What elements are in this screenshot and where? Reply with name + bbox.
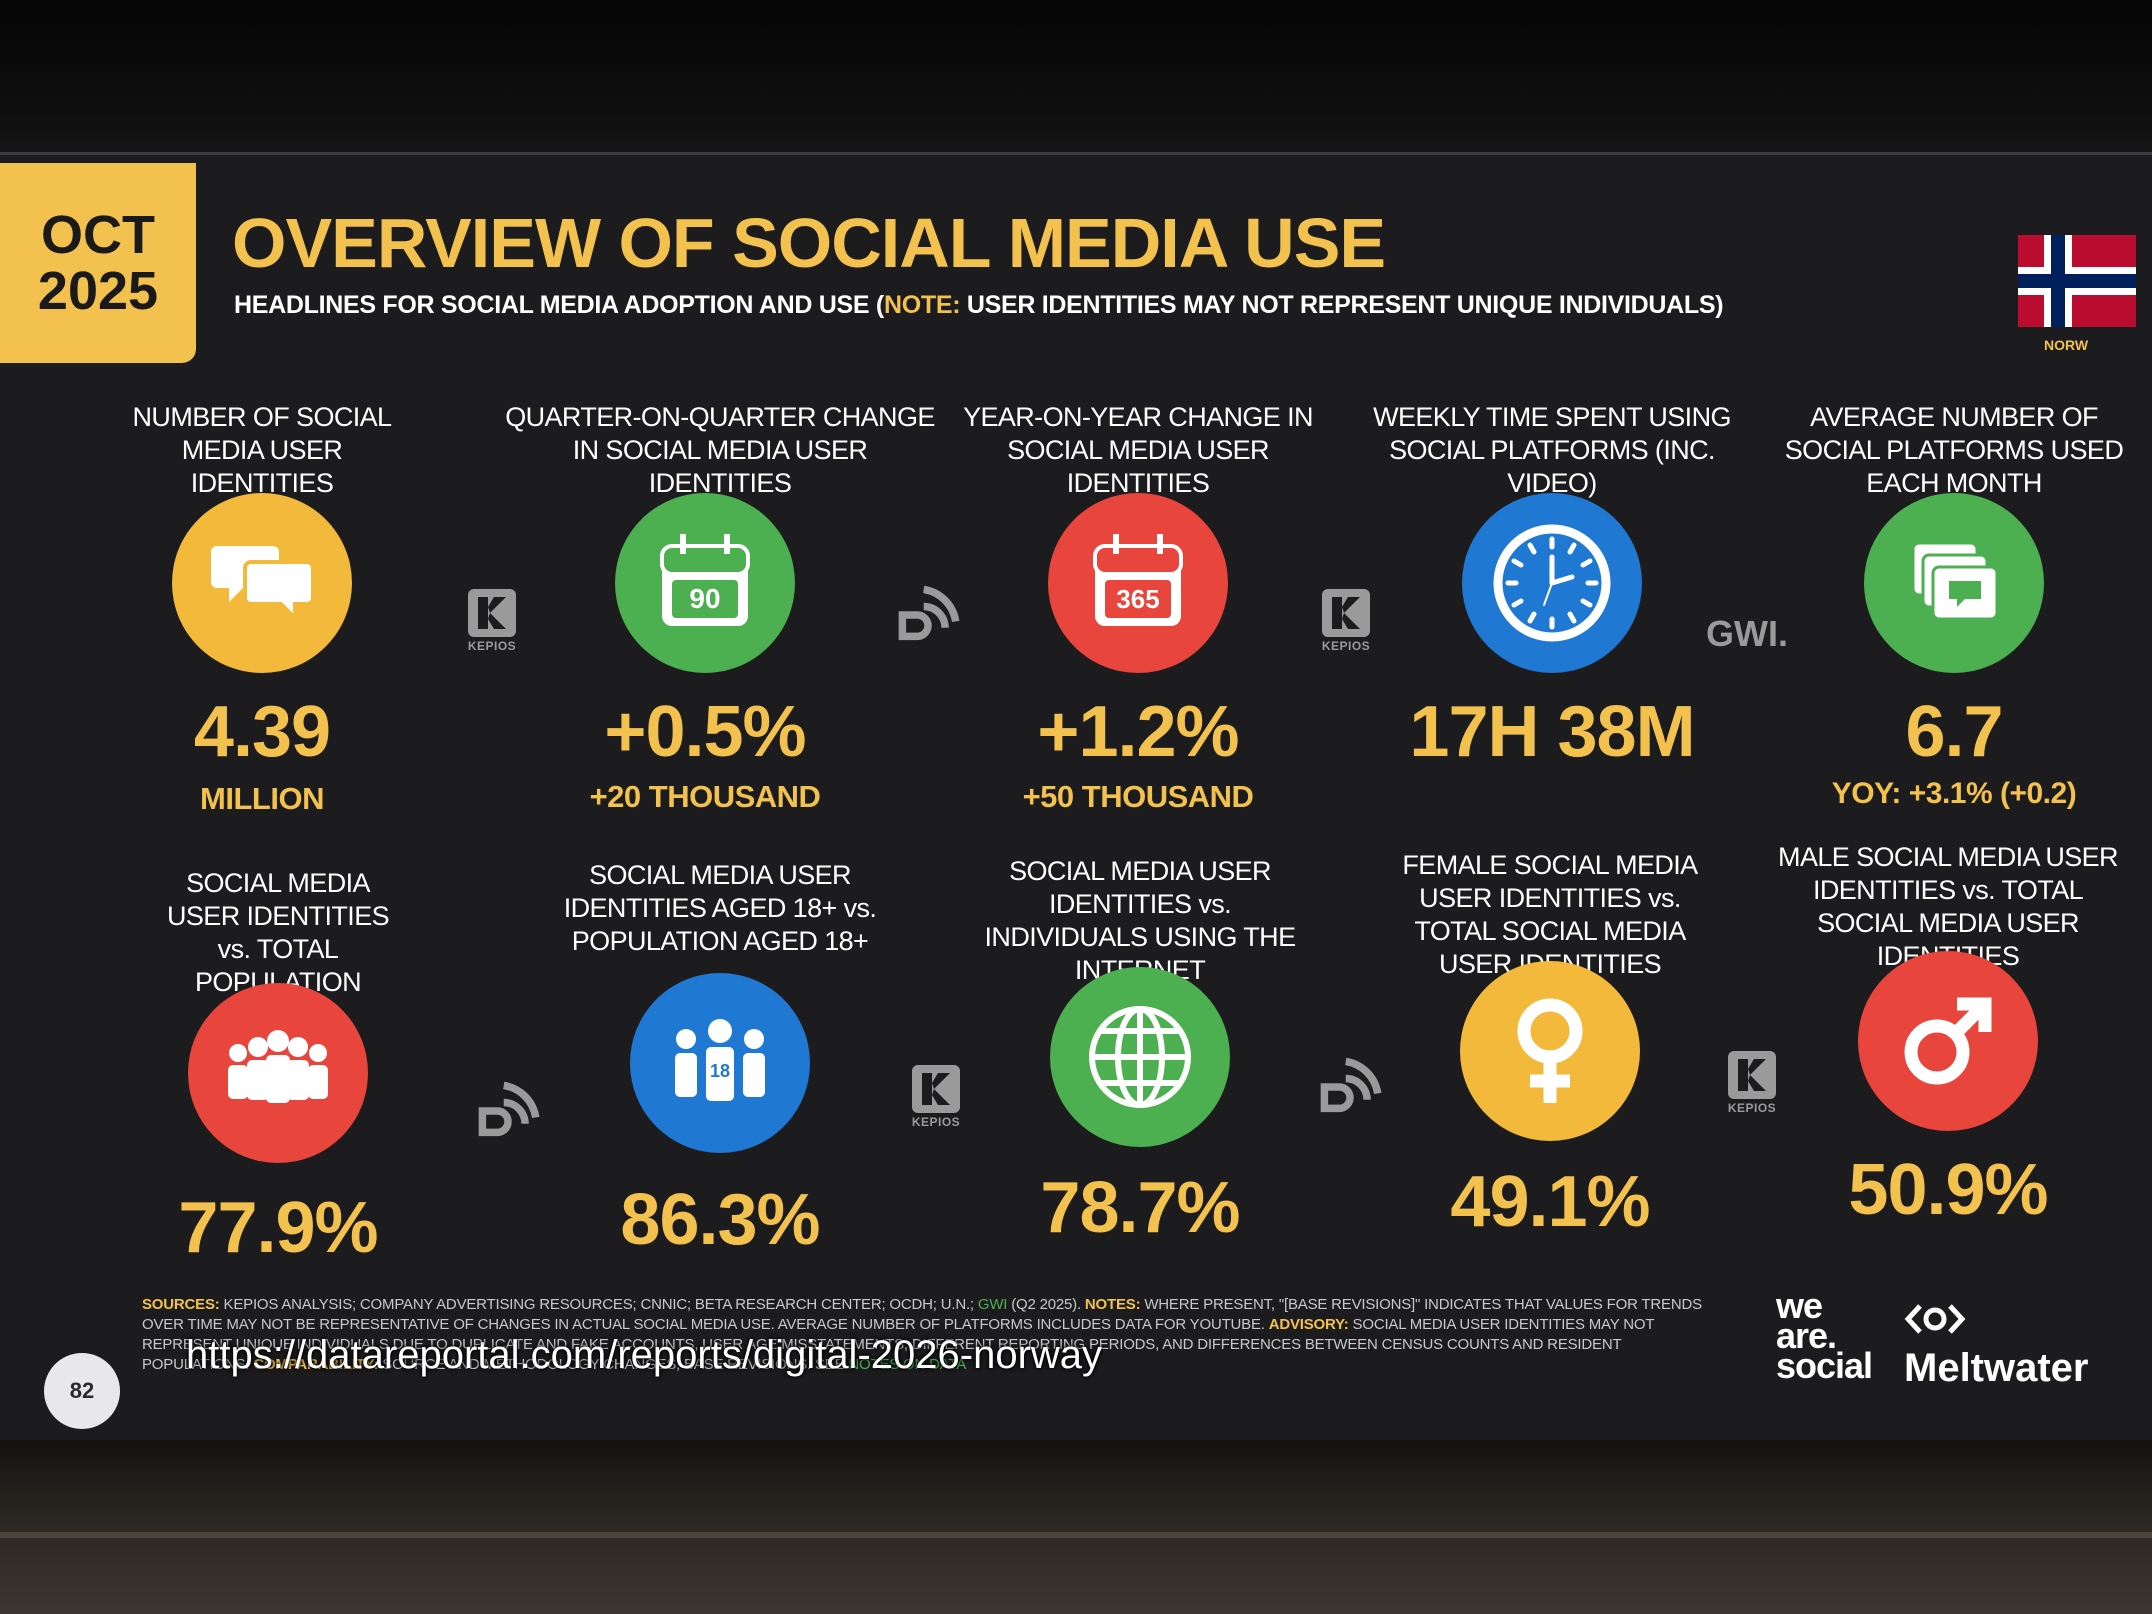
date-year: 2025 (37, 261, 159, 321)
stat-value: 77.9% (178, 1188, 378, 1268)
kepios-logo-icon: KEPIOS (1722, 1049, 1782, 1115)
stat-label: QUARTER-ON-QUARTER CHANGE IN SOCIAL MEDI… (505, 402, 935, 498)
stat-label: AVERAGE NUMBER OF SOCIAL PLATFORMS USED … (1784, 402, 2124, 498)
country-label: NORW (2044, 337, 2089, 353)
meltwater-logo: Meltwater (1904, 1301, 2152, 1391)
stat-sub: +20 THOUSAND (589, 779, 821, 814)
stat-label: MALE SOCIAL MEDIA USER IDENTITIES vs. TO… (1778, 842, 2119, 971)
subtitle-part1: HEADLINES FOR SOCIAL MEDIA ADOPTION AND … (234, 291, 884, 319)
clock-icon (1462, 493, 1642, 673)
stat-value: 78.7% (1040, 1168, 1240, 1248)
stat-vs-internet-users: SOCIAL MEDIA USER IDENTITIES vs. INDIVID… (940, 855, 1340, 1248)
stat-weekly-time: WEEKLY TIME SPENT USING SOCIAL PLATFORMS… (1352, 401, 1752, 772)
stat-label: NUMBER OF SOCIAL MEDIA USER IDENTITIES (132, 402, 393, 498)
norway-flag-icon (2018, 235, 2136, 327)
stat-female-share: FEMALE SOCIAL MEDIA USER IDENTITIES vs. … (1350, 849, 1750, 1242)
female-icon (1460, 961, 1640, 1141)
kepios-logo-icon: KEPIOS (462, 587, 522, 653)
stat-label: SOCIAL MEDIA USER IDENTITIES vs. TOTAL P… (166, 868, 390, 997)
stat-vs-population-18plus: SOCIAL MEDIA USER IDENTITIES AGED 18+ vs… (520, 859, 920, 1260)
gwi-logo: GWI. (1706, 613, 1788, 654)
stat-sub: MILLION (200, 781, 324, 816)
subtitle-note: NOTE: (883, 291, 961, 319)
slide: OCT 2025 OVERVIEW OF SOCIAL MEDIA USE HE… (0, 152, 2152, 1445)
stat-social-media-identities: NUMBER OF SOCIAL MEDIA USER IDENTITIES 4… (62, 401, 462, 816)
stat-label: YEAR-ON-YEAR CHANGE IN SOCIAL MEDIA USER… (963, 402, 1313, 498)
stat-avg-platforms: AVERAGE NUMBER OF SOCIAL PLATFORMS USED … (1754, 401, 2152, 810)
svg-text:18: 18 (710, 1061, 730, 1081)
stat-sub: +50 THOUSAND (1022, 779, 1254, 814)
male-icon (1858, 951, 2038, 1131)
laptop-bezel (0, 1532, 2152, 1538)
stat-value: 4.39 (193, 692, 331, 772)
crowd-icon (188, 983, 368, 1163)
adults-18-icon: 18 (630, 973, 810, 1153)
page-subtitle: HEADLINES FOR SOCIAL MEDIA ADOPTION AND … (234, 291, 1724, 320)
stat-value: 50.9% (1848, 1150, 2048, 1230)
stat-yoy-change: YEAR-ON-YEAR CHANGE IN SOCIAL MEDIA USER… (938, 401, 1338, 814)
datareportal-logo-icon (476, 1079, 540, 1143)
stat-label: FEMALE SOCIAL MEDIA USER IDENTITIES vs. … (1402, 850, 1698, 979)
photo-background-bottom (0, 1440, 2152, 1614)
svg-text:90: 90 (689, 583, 720, 614)
stat-value: +1.2% (1037, 692, 1239, 772)
datareportal-logo-icon (896, 583, 960, 647)
we-are-social-logo: we are. social (1776, 1285, 1873, 1386)
page-number: 82 (44, 1353, 120, 1429)
page-title: OVERVIEW OF SOCIAL MEDIA USE (232, 204, 1386, 282)
stat-value: 17H 38M (1409, 692, 1695, 772)
stat-value: 49.1% (1450, 1162, 1650, 1242)
meltwater-mark-icon (1904, 1301, 1966, 1346)
photo-background-top (0, 0, 2152, 160)
calendar-90-icon: 90 (615, 493, 795, 673)
stat-sub: YOY: +3.1% (+0.2) (1831, 777, 2077, 810)
globe-icon (1050, 967, 1230, 1147)
stat-value: 6.7 (1905, 692, 2003, 772)
url-link[interactable]: https://datareportal.com/reports/digital… (186, 1333, 1103, 1377)
svg-text:365: 365 (1116, 584, 1159, 614)
subtitle-part2: USER IDENTITIES MAY NOT REPRESENT UNIQUE… (960, 291, 1724, 319)
stacked-windows-icon (1864, 493, 2044, 673)
calendar-365-icon: 365 (1048, 493, 1228, 673)
kepios-logo-icon: KEPIOS (906, 1063, 966, 1129)
stat-value: +0.5% (604, 692, 806, 772)
date-badge: OCT 2025 (0, 163, 196, 363)
date-month: OCT (41, 205, 155, 265)
stat-label: WEEKLY TIME SPENT USING SOCIAL PLATFORMS… (1373, 402, 1731, 498)
kepios-logo-icon: KEPIOS (1316, 587, 1376, 653)
stat-male-share: MALE SOCIAL MEDIA USER IDENTITIES vs. TO… (1748, 841, 2148, 1230)
stat-qoq-change: QUARTER-ON-QUARTER CHANGE IN SOCIAL MEDI… (505, 401, 935, 814)
footer-sources: SOURCES: KEPIOS ANALYSIS; COMPANY ADVERT… (142, 1296, 1702, 1373)
stat-label: SOCIAL MEDIA USER IDENTITIES AGED 18+ vs… (563, 860, 877, 956)
stat-vs-total-population: SOCIAL MEDIA USER IDENTITIES vs. TOTAL P… (78, 867, 478, 1268)
stat-value: 86.3% (620, 1180, 820, 1260)
speech-bubbles-icon (172, 493, 352, 673)
datareportal-logo-icon (1318, 1055, 1382, 1119)
